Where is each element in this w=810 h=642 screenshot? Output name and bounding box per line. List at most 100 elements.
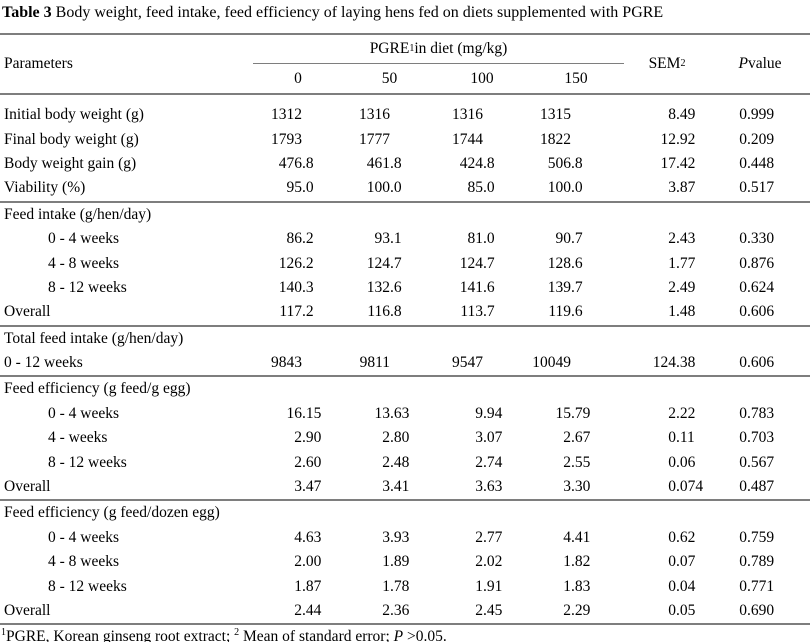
value-cell: 3.93 — [343, 529, 436, 547]
group-underline — [253, 63, 624, 64]
value-cell: 141.6 — [436, 279, 528, 297]
value-cell: 9.94 — [436, 405, 528, 423]
column-header-dose-100: 100 — [470, 69, 494, 87]
value-integer-part: 9811 — [359, 354, 390, 372]
value-integer-part: 10049 — [532, 354, 571, 372]
value-cell: 1744 — [436, 131, 528, 149]
value-integer-part: 506 — [547, 154, 571, 172]
value-fraction-part: .330 — [747, 230, 775, 248]
column-header-dose-150: 150 — [564, 69, 588, 87]
value-integer-part: 2 — [294, 453, 302, 471]
value-cell: 424.8 — [436, 155, 528, 173]
value-fraction-part: .2 — [302, 303, 314, 321]
value-cell: 0.05 — [624, 602, 710, 620]
pvalue-label-p: P — [738, 55, 748, 72]
value-integer-part: 2 — [475, 602, 483, 619]
value-cell: 0.789 — [710, 553, 810, 571]
value-cell: 85.0 — [436, 179, 528, 197]
value-integer-part: 0 — [739, 453, 747, 471]
value-cell: 3.07 — [436, 429, 528, 447]
value-integer-part: 117 — [279, 303, 302, 321]
value-cell: 16.15 — [253, 405, 343, 423]
row-label: 8 - 12 weeks — [48, 577, 127, 595]
value-cell: 0.783 — [710, 405, 810, 423]
value-integer-part: 1 — [382, 553, 390, 571]
value-fraction-part: .43 — [676, 230, 696, 248]
value-integer-part: 4 — [294, 528, 302, 546]
value-cell: 124.38 — [624, 354, 710, 372]
value-cell: 12.92 — [624, 131, 710, 149]
value-fraction-part: .63 — [390, 404, 410, 422]
value-integer-part: 2 — [294, 429, 302, 447]
value-fraction-part: .448 — [747, 154, 775, 172]
value-cell: 2.49 — [624, 279, 710, 297]
table-row: Initial body weight (g) 1312 1316 1316 1315 8… — [0, 103, 810, 127]
value-integer-part: 1 — [563, 577, 571, 595]
value-integer-part: 2 — [382, 602, 390, 619]
value-fraction-part: .0 — [302, 179, 314, 197]
value-fraction-part: .7 — [571, 278, 583, 296]
value-integer-part: 461 — [366, 154, 390, 172]
value-integer-part: 0 — [668, 553, 676, 571]
value-fraction-part: .89 — [390, 553, 410, 571]
value-integer-part: 1777 — [359, 130, 390, 148]
value-integer-part: 1 — [382, 577, 390, 595]
value-cell: 2.90 — [253, 429, 343, 447]
value-fraction-part: .79 — [571, 404, 591, 422]
value-fraction-part: .209 — [747, 130, 775, 148]
value-integer-part: 113 — [460, 303, 483, 321]
value-fraction-part: .606 — [747, 303, 775, 321]
value-fraction-part: .7 — [571, 230, 583, 248]
value-cell: 1777 — [343, 131, 436, 149]
value-integer-part: 2 — [382, 429, 390, 447]
value-integer-part: 124 — [652, 354, 676, 372]
value-fraction-part: .759 — [747, 528, 775, 546]
value-cell: 9547 — [436, 354, 528, 372]
value-cell: 86.2 — [253, 230, 343, 248]
value-integer-part: 2 — [563, 453, 571, 471]
value-cell: 2.02 — [436, 553, 528, 571]
value-cell: 2.67 — [528, 429, 624, 447]
value-integer-part: 8 — [668, 106, 676, 124]
value-cell: 3.30 — [528, 478, 624, 496]
value-fraction-part: .624 — [747, 278, 775, 296]
value-fraction-part: .8 — [571, 154, 583, 172]
value-integer-part: 132 — [366, 278, 390, 296]
table-row: 0 - 4 weeks 16.15 13.63 9.94 15.79 2.22 0.783 — [0, 402, 810, 426]
row-label: Viability (%) — [4, 179, 86, 197]
value-integer-part: 85 — [467, 179, 484, 197]
value-integer-part: 0 — [739, 130, 747, 148]
value-fraction-part: .87 — [302, 577, 322, 595]
value-integer-part: 1 — [475, 577, 483, 595]
value-fraction-part: .8 — [390, 303, 402, 321]
value-integer-part: 0 — [668, 577, 676, 595]
value-fraction-part: .42 — [676, 154, 696, 172]
section-header-row: Feed efficiency (g feed/g egg) — [0, 377, 810, 401]
column-header-dose-50: 50 — [381, 69, 398, 87]
value-cell: 0.448 — [710, 155, 810, 173]
value-cell: 0.876 — [710, 255, 810, 273]
value-cell: 81.0 — [436, 230, 528, 248]
value-fraction-part: .487 — [747, 478, 775, 496]
value-cell: 124.7 — [343, 255, 436, 273]
value-fraction-part: .49 — [676, 278, 696, 296]
section-label: Feed efficiency (g feed/dozen egg) — [4, 504, 220, 522]
value-cell: 0.517 — [710, 179, 810, 197]
value-integer-part: 0 — [668, 478, 676, 496]
value-integer-part: 12 — [660, 130, 677, 148]
value-integer-part: 140 — [278, 278, 302, 296]
value-integer-part: 1822 — [540, 130, 571, 148]
value-integer-part: 2 — [475, 528, 483, 546]
value-integer-part: 2 — [294, 553, 302, 571]
value-integer-part: 1 — [563, 553, 571, 571]
value-fraction-part: .6 — [483, 278, 495, 296]
table-header: Parameters PGRE 1 in diet (mg/kg) 0 50 10… — [0, 35, 810, 93]
table-caption-text: Body weight, feed intake, feed efficienc… — [51, 4, 664, 21]
value-cell: 1793 — [253, 131, 343, 149]
value-fraction-part: .02 — [483, 553, 503, 571]
value-integer-part: 90 — [555, 230, 572, 248]
value-cell: 0.07 — [624, 553, 710, 571]
value-fraction-part: .8 — [483, 154, 495, 172]
value-integer-part: 141 — [459, 278, 483, 296]
row-label: 0 - 4 weeks — [48, 528, 120, 546]
